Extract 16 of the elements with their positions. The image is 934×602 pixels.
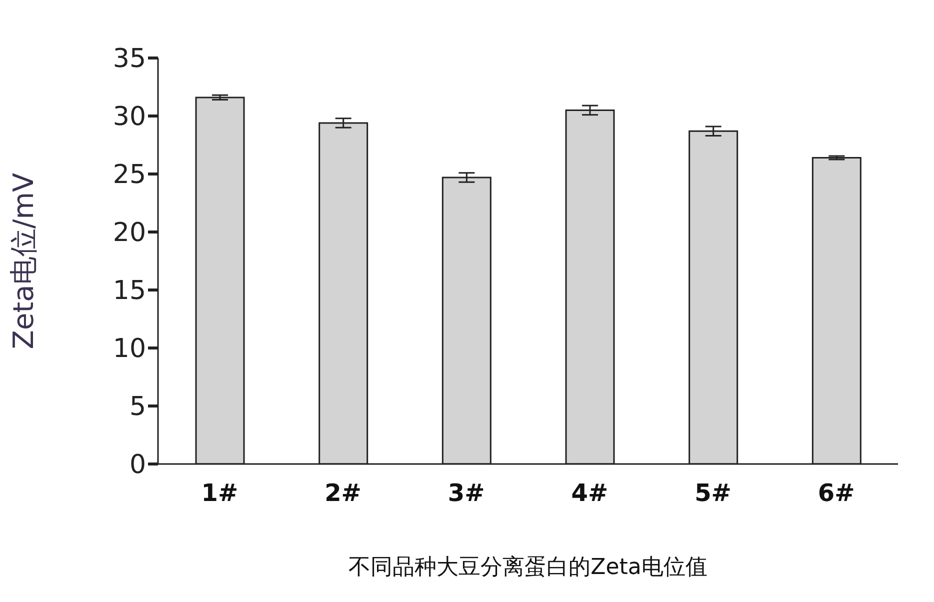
x-tick-label: 3#	[448, 479, 485, 508]
y-tick-label: 30	[112, 102, 146, 132]
x-tick-label: 4#	[571, 479, 608, 508]
y-tick-label: 5	[129, 392, 146, 422]
y-tick-label: 10	[112, 334, 146, 364]
x-tick-label: 6#	[818, 479, 855, 508]
y-tick-label: 25	[112, 160, 146, 190]
y-axis-title: Zeta电位/mV	[6, 172, 40, 350]
x-tick-label: 5#	[694, 479, 732, 508]
y-tick-label: 15	[112, 276, 146, 306]
x-axis-title: 不同品种大豆分离蛋白的Zeta电位值	[348, 555, 708, 580]
x-tick-label: 1#	[201, 479, 238, 508]
y-tick-label: 0	[129, 450, 146, 480]
x-tick-label: 2#	[324, 479, 362, 508]
y-tick-label: 20	[112, 218, 146, 248]
y-tick-label: 35	[112, 44, 146, 74]
